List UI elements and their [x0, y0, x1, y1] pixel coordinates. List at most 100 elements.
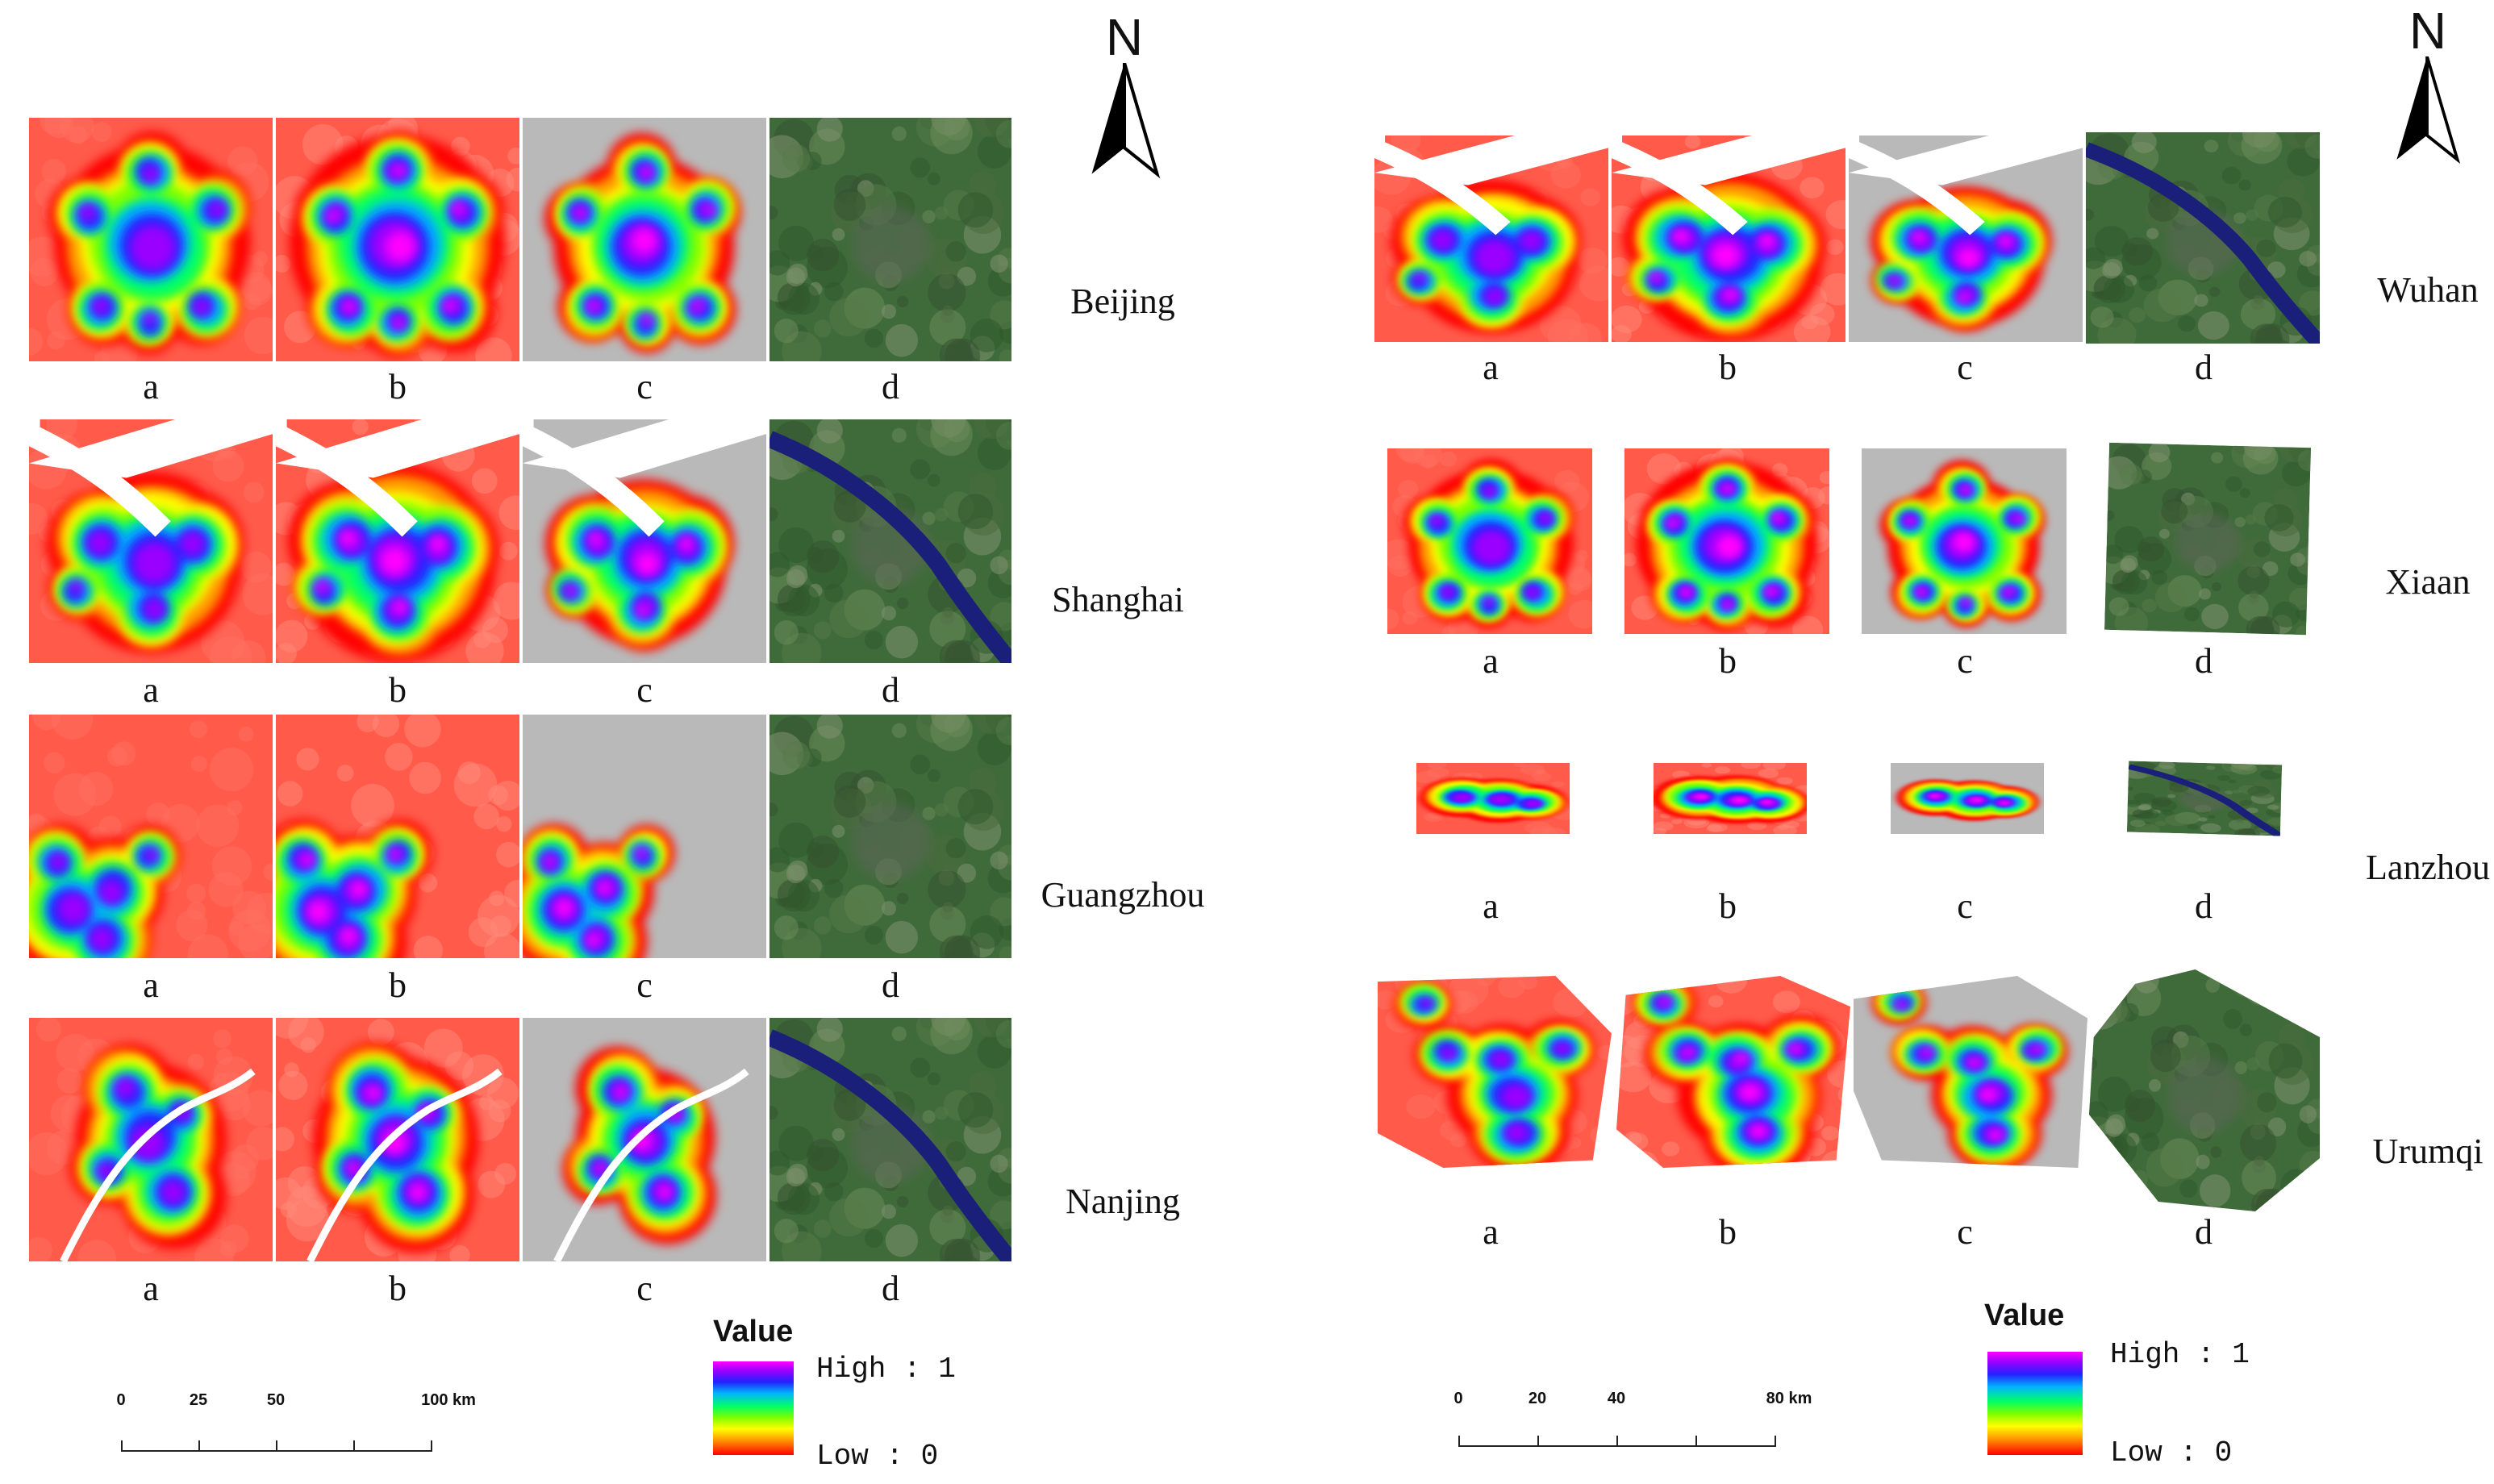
panel-label-b: b — [1719, 348, 1737, 387]
legend-title: Value — [713, 1315, 794, 1349]
wuhan-panel-d-satellite — [2086, 132, 2320, 344]
city-name-xiaan: Xiaan — [2385, 562, 2471, 602]
legend-color-ramp — [1987, 1352, 2083, 1455]
urumqi-panel-c — [1854, 976, 2087, 1168]
lanzhou-panel-b — [1654, 763, 1807, 834]
scale-tick — [1695, 1436, 1697, 1447]
urumqi-panel-a — [1378, 976, 1612, 1168]
xiaan-panel-a — [1387, 448, 1592, 634]
xiaan-panel-b — [1624, 448, 1829, 634]
panel-label-d: d — [882, 367, 899, 406]
nanjing-panel-b — [276, 1018, 519, 1261]
legend-color-ramp — [713, 1361, 794, 1455]
beijing-panel-b — [276, 118, 519, 361]
scale-tick — [353, 1440, 355, 1452]
beijing-panel-a — [29, 118, 273, 361]
legend-high-label: High : 1 — [2110, 1338, 2250, 1371]
scale-tick — [276, 1440, 277, 1452]
panel-label-a: a — [143, 670, 159, 710]
guangzhou-panel-a — [29, 715, 273, 958]
panel-label-b: b — [1719, 1212, 1737, 1252]
panel-label-c: c — [636, 965, 653, 1005]
panel-label-d: d — [2195, 641, 2212, 681]
panel-label-c: c — [1957, 641, 1973, 681]
lanzhou-panel-a — [1416, 763, 1570, 834]
panel-label-a: a — [1483, 641, 1499, 681]
scale-tick — [121, 1440, 123, 1452]
scale-tick-label: 50 — [266, 1391, 286, 1409]
guangzhou-panel-d-satellite — [769, 715, 1011, 958]
urumqi-panel-d-satellite — [2089, 969, 2320, 1211]
panel-label-c: c — [636, 670, 653, 710]
scale-tick — [1616, 1436, 1618, 1447]
legend-title: Value — [1984, 1298, 2065, 1332]
shanghai-panel-a — [29, 419, 273, 663]
scale-tick-label: 0 — [116, 1391, 126, 1409]
scale-tick — [1458, 1436, 1460, 1447]
panel-label-a: a — [1483, 348, 1499, 387]
panel-label-d: d — [882, 1269, 899, 1308]
urumqi-panel-b — [1616, 976, 1850, 1168]
panel-label-b: b — [389, 1269, 407, 1308]
shanghai-panel-d-satellite — [769, 419, 1011, 663]
scale-tick — [1537, 1436, 1539, 1447]
city-name-urumqi: Urumqi — [2372, 1132, 2484, 1171]
city-name-shanghai: Shanghai — [1052, 580, 1184, 619]
legend-low-label: Low : 0 — [2110, 1436, 2233, 1469]
panel-label-b: b — [1719, 886, 1737, 926]
panel-label-c: c — [1957, 1212, 1973, 1252]
north-arrow-label: N — [1105, 8, 1144, 66]
panel-label-a: a — [1483, 886, 1499, 926]
scale-tick-label: 40 — [1607, 1390, 1626, 1407]
north-arrow-icon — [2396, 56, 2461, 165]
scale-tick — [1775, 1436, 1776, 1447]
scale-tick — [431, 1440, 432, 1452]
wuhan-panel-c — [1849, 135, 2083, 342]
lanzhou-panel-d-satellite — [2126, 761, 2283, 836]
panel-label-a: a — [143, 367, 159, 406]
panel-label-d: d — [882, 670, 899, 710]
panel-label-b: b — [389, 367, 407, 406]
panel-label-b: b — [389, 965, 407, 1005]
scale-tick-label: 80 km — [1766, 1390, 1812, 1407]
panel-label-a: a — [143, 1269, 159, 1308]
north-arrow-label: N — [2409, 2, 2447, 60]
nanjing-panel-a — [29, 1018, 273, 1261]
city-name-beijing: Beijing — [1070, 281, 1175, 321]
wuhan-panel-a — [1374, 135, 1608, 342]
xiaan-panel-d-satellite — [2104, 442, 2311, 636]
xiaan-panel-c — [1862, 448, 2067, 634]
nanjing-panel-d-satellite — [769, 1018, 1011, 1261]
scale-tick-label: 25 — [189, 1391, 208, 1409]
nanjing-panel-c — [523, 1018, 766, 1261]
scale-tick — [198, 1440, 200, 1452]
panel-label-c: c — [1957, 886, 1973, 926]
legend-low-label: Low : 0 — [816, 1440, 939, 1473]
shanghai-panel-c — [523, 419, 766, 663]
panel-label-b: b — [389, 670, 407, 710]
beijing-panel-d-satellite — [769, 118, 1011, 361]
lanzhou-panel-c — [1891, 763, 2044, 834]
panel-label-c: c — [636, 1269, 653, 1308]
panel-label-d: d — [2195, 348, 2212, 387]
city-name-wuhan: Wuhan — [2377, 270, 2479, 310]
panel-label-a: a — [1483, 1212, 1499, 1252]
panel-label-c: c — [636, 367, 653, 406]
panel-label-d: d — [2195, 886, 2212, 926]
guangzhou-panel-c — [523, 715, 766, 958]
panel-label-b: b — [1719, 641, 1737, 681]
shanghai-panel-b — [276, 419, 519, 663]
panel-label-d: d — [882, 965, 899, 1005]
panel-label-a: a — [143, 965, 159, 1005]
scale-tick-label: 20 — [1528, 1390, 1547, 1407]
city-name-lanzhou: Lanzhou — [2366, 848, 2490, 887]
scale-tick-label: 100 km — [421, 1391, 476, 1409]
guangzhou-panel-b — [276, 715, 519, 958]
city-name-nanjing: Nanjing — [1066, 1182, 1180, 1221]
north-arrow-icon — [1091, 63, 1161, 179]
beijing-panel-c — [523, 118, 766, 361]
wuhan-panel-b — [1612, 135, 1845, 342]
panel-label-d: d — [2195, 1212, 2212, 1252]
legend-high-label: High : 1 — [816, 1353, 956, 1386]
panel-label-c: c — [1957, 348, 1973, 387]
